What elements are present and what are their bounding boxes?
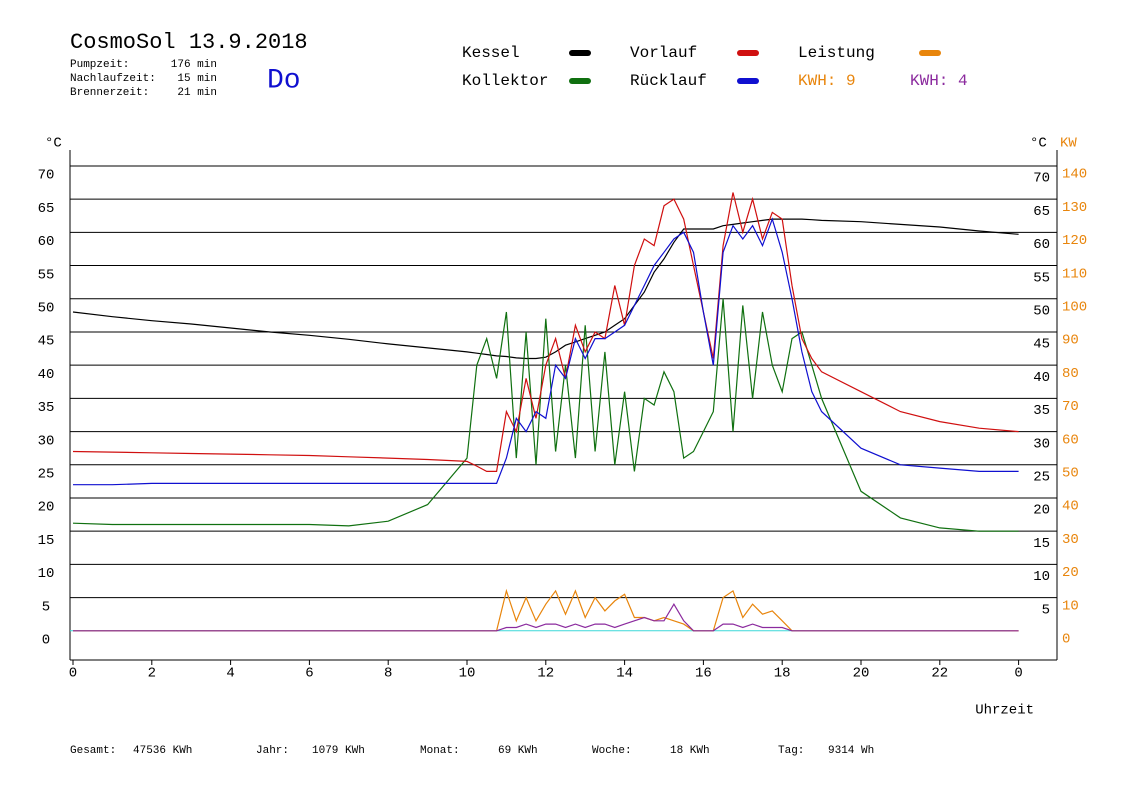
- y-tick-label-right: 35: [1033, 403, 1050, 419]
- chart-title: CosmoSol 13.9.2018: [70, 30, 308, 55]
- x-tick-label: 14: [616, 666, 633, 682]
- info-label: Nachlaufzeit:: [70, 73, 156, 85]
- y2-tick-label: 130: [1062, 200, 1087, 216]
- x-tick-label: 10: [459, 666, 476, 682]
- y2-axis-label: KW: [1060, 136, 1077, 152]
- y-tick-label: 60: [38, 234, 55, 250]
- y2-tick-label: 40: [1062, 499, 1079, 515]
- y-tick-label: 20: [38, 500, 55, 516]
- y2-tick-label: 70: [1062, 399, 1079, 415]
- legend-label: Leistung: [798, 44, 875, 62]
- y2-tick-label: 10: [1062, 598, 1079, 614]
- footer-value: 47536 KWh: [133, 745, 192, 757]
- footer-value: 18 KWh: [670, 745, 710, 757]
- y2-tick-label: 50: [1062, 465, 1079, 481]
- kwh-label: KWH: 4: [910, 72, 968, 90]
- footer-value: 69 KWh: [498, 745, 538, 757]
- x-tick-label: 8: [384, 666, 392, 682]
- x-tick-label: 16: [695, 666, 712, 682]
- y-axis-label-right: °C: [1030, 136, 1047, 152]
- y-tick-label-right: 20: [1033, 503, 1050, 519]
- x-tick-label: 18: [774, 666, 791, 682]
- legend-label: Rücklauf: [630, 72, 707, 90]
- y-tick-label-right: 5: [1042, 602, 1050, 618]
- y-tick-label: 10: [38, 566, 55, 582]
- y-tick-label-right: 30: [1033, 436, 1050, 452]
- y-tick-label: 40: [38, 367, 55, 383]
- y2-tick-label: 90: [1062, 333, 1079, 349]
- y2-tick-label: 110: [1062, 266, 1087, 282]
- x-tick-label: 0: [69, 666, 77, 682]
- y-tick-label: 15: [38, 533, 55, 549]
- info-value: 15 min: [177, 73, 217, 85]
- footer-label: Gesamt:: [70, 745, 116, 757]
- y-tick-label: 30: [38, 433, 55, 449]
- y-tick-label-right: 70: [1033, 171, 1050, 187]
- y2-tick-label: 140: [1062, 167, 1087, 183]
- footer-label: Tag:: [778, 745, 804, 757]
- weekday: Do: [267, 65, 301, 96]
- footer-value: 1079 KWh: [312, 745, 365, 757]
- y-tick-label-right: 65: [1033, 204, 1050, 220]
- footer-label: Woche:: [592, 745, 632, 757]
- info-label: Pumpzeit:: [70, 59, 129, 71]
- y2-tick-label: 60: [1062, 432, 1079, 448]
- y2-tick-label: 0: [1062, 631, 1070, 647]
- x-tick-label: 4: [226, 666, 234, 682]
- x-tick-label: 12: [537, 666, 554, 682]
- x-tick-label: 2: [148, 666, 156, 682]
- x-axis-label: Uhrzeit: [975, 703, 1034, 719]
- y2-tick-label: 20: [1062, 565, 1079, 581]
- series-line: [72, 192, 1019, 472]
- y-tick-label: 65: [38, 201, 55, 217]
- y-tick-label: 70: [38, 168, 55, 184]
- legend-label: Vorlauf: [630, 44, 697, 62]
- y-tick-label: 0: [42, 632, 50, 648]
- y-tick-label-right: 25: [1033, 469, 1050, 485]
- footer-label: Jahr:: [256, 745, 289, 757]
- y2-tick-label: 100: [1062, 299, 1087, 315]
- y-axis-label: °C: [45, 136, 62, 152]
- kwh-label: KWH: 9: [798, 72, 856, 90]
- y-tick-label-right: 55: [1033, 270, 1050, 286]
- y-tick-label: 5: [42, 599, 50, 615]
- series-line: [73, 217, 1019, 486]
- info-value: 176 min: [171, 59, 217, 71]
- y-tick-label-right: 10: [1033, 569, 1050, 585]
- x-tick-label: 22: [931, 666, 948, 682]
- y-tick-label-right: 50: [1033, 303, 1050, 319]
- series-line: [72, 298, 1019, 532]
- y2-tick-label: 30: [1062, 532, 1079, 548]
- y2-tick-label: 120: [1062, 233, 1087, 249]
- footer-label: Monat:: [420, 745, 460, 757]
- series-line: [72, 218, 1019, 360]
- series-line: [73, 588, 1019, 632]
- y-tick-label: 25: [38, 466, 55, 482]
- x-tick-label: 20: [853, 666, 870, 682]
- y-tick-label-right: 40: [1033, 370, 1050, 386]
- legend-label: Kollektor: [462, 72, 548, 90]
- x-tick-label: 6: [305, 666, 313, 682]
- y-tick-label: 45: [38, 334, 55, 350]
- y-tick-label-right: 15: [1033, 536, 1050, 552]
- y-tick-label: 35: [38, 400, 55, 416]
- x-tick-label: 0: [1014, 666, 1022, 682]
- y2-tick-label: 80: [1062, 366, 1079, 382]
- legend-label: Kessel: [462, 44, 520, 62]
- info-value: 21 min: [177, 87, 217, 99]
- info-label: Brennerzeit:: [70, 87, 149, 99]
- y-tick-label: 55: [38, 267, 55, 283]
- series-line: [73, 603, 1019, 632]
- y-tick-label-right: 45: [1033, 337, 1050, 353]
- y-tick-label-right: 60: [1033, 237, 1050, 253]
- footer-value: 9314 Wh: [828, 745, 874, 757]
- y-tick-label: 50: [38, 300, 55, 316]
